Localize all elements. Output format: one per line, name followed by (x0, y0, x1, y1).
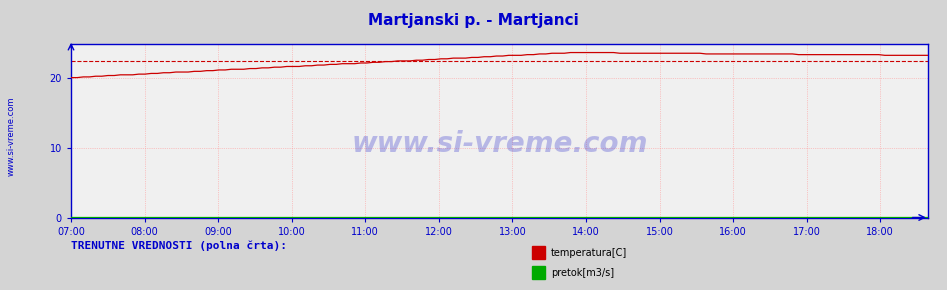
Text: www.si-vreme.com: www.si-vreme.com (7, 97, 16, 176)
Text: www.si-vreme.com: www.si-vreme.com (351, 130, 648, 158)
Text: pretok[m3/s]: pretok[m3/s] (551, 268, 615, 278)
Text: TRENUTNE VREDNOSTI (polna črta):: TRENUTNE VREDNOSTI (polna črta): (71, 241, 287, 251)
Text: temperatura[C]: temperatura[C] (551, 248, 628, 258)
Text: Martjanski p. - Martjanci: Martjanski p. - Martjanci (368, 13, 579, 28)
